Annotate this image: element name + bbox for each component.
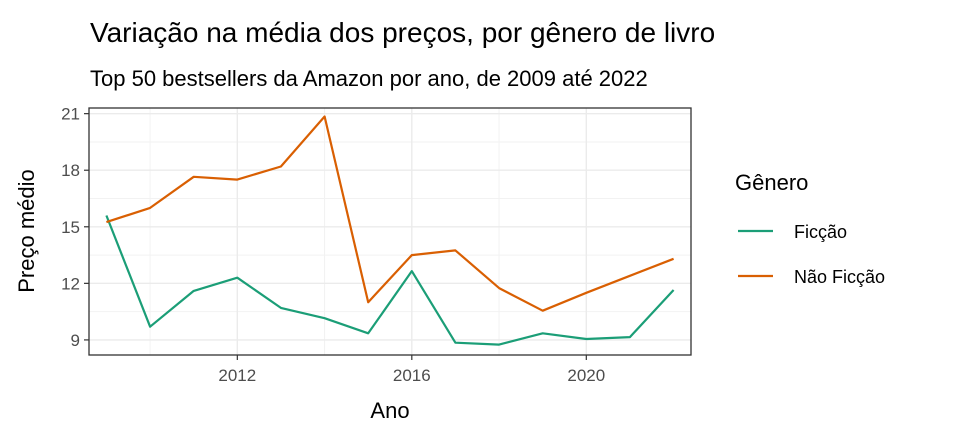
series-line xyxy=(105,215,675,346)
legend-label: Não Ficção xyxy=(794,267,885,287)
x-tick-label: 2016 xyxy=(393,366,431,385)
legend: Gênero Ficção Não Ficção xyxy=(735,170,885,287)
y-tick-label: 21 xyxy=(61,105,80,124)
x-tick-label: 2012 xyxy=(218,366,256,385)
grid xyxy=(89,108,691,355)
chart-subtitle: Top 50 bestsellers da Amazon por ano, de… xyxy=(90,66,648,91)
y-tick-label: 12 xyxy=(61,274,80,293)
legend-title: Gênero xyxy=(735,170,808,195)
series-line xyxy=(106,115,674,312)
chart-title: Variação na média dos preços, por gênero… xyxy=(90,17,715,48)
x-axis-title: Ano xyxy=(370,398,409,423)
x-tick-label: 2020 xyxy=(567,366,605,385)
plot-border xyxy=(88,107,692,356)
y-tick-label: 9 xyxy=(71,331,80,350)
legend-label: Ficção xyxy=(794,222,847,242)
y-tick-label: 18 xyxy=(61,161,80,180)
y-tick-label: 15 xyxy=(61,218,80,237)
y-axis-title: Preço médio xyxy=(14,169,39,293)
series-lines xyxy=(105,115,675,346)
axis-ticks: 2012 2016 2020 9 12 15 18 21 xyxy=(61,105,605,385)
